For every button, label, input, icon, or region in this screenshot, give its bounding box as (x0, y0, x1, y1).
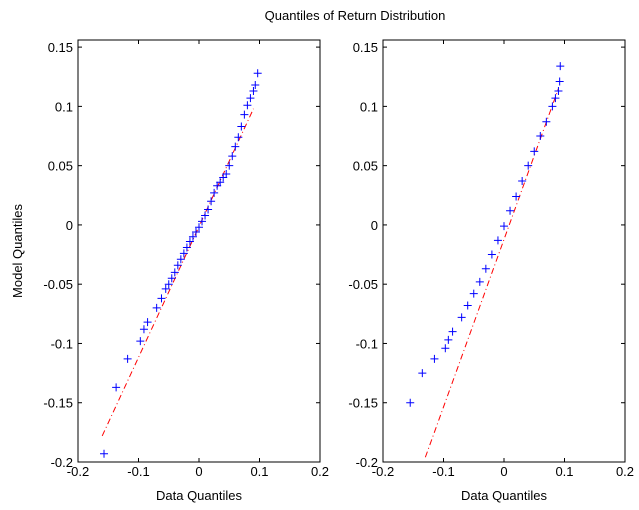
point (249, 86, 258, 95)
y-tick-label: -0.15 (43, 396, 73, 411)
figure-title: Quantiles of Return Distribution (265, 8, 446, 23)
y-tick-label: 0.1 (360, 99, 378, 114)
point (185, 237, 194, 246)
point (536, 132, 545, 141)
point (136, 337, 145, 346)
point (157, 294, 166, 303)
point (167, 274, 176, 283)
point (188, 232, 197, 241)
point (457, 313, 466, 322)
point (530, 147, 539, 156)
point (143, 318, 152, 327)
point (463, 301, 472, 310)
point (198, 217, 207, 226)
y-tick-label: 0.05 (353, 159, 378, 174)
x-axis-label: Data Quantiles (156, 488, 242, 503)
point (554, 86, 563, 95)
point (551, 94, 560, 103)
y-tick-label: -0.05 (43, 277, 73, 292)
point (170, 268, 179, 277)
point (493, 236, 502, 245)
x-tick-label: 0 (195, 464, 202, 479)
point (448, 327, 457, 336)
point (100, 449, 109, 458)
x-tick-label: -0.2 (67, 464, 89, 479)
point (524, 161, 533, 170)
point (487, 250, 496, 259)
point (237, 122, 246, 131)
reference-line (424, 88, 559, 458)
point (406, 398, 415, 407)
point (556, 62, 565, 71)
point (173, 261, 182, 270)
point (222, 169, 231, 178)
x-tick-label: 0.1 (250, 464, 268, 479)
y-tick-label: 0.15 (353, 40, 378, 55)
point (500, 222, 508, 231)
point (204, 205, 213, 214)
y-tick-label: 0 (371, 218, 378, 233)
x-tick-label: 0.2 (616, 464, 634, 479)
x-tick-label: -0.1 (432, 464, 454, 479)
point (246, 94, 255, 103)
point (234, 133, 243, 142)
x-tick-label: 0 (500, 464, 507, 479)
point (518, 177, 527, 186)
y-tick-label: -0.1 (51, 336, 73, 351)
y-tick-label: -0.1 (356, 336, 378, 351)
point (164, 280, 173, 289)
point (481, 264, 490, 273)
point (207, 197, 216, 206)
x-tick-label: -0.2 (372, 464, 394, 479)
point (506, 206, 515, 215)
point (548, 102, 557, 111)
point (251, 81, 260, 90)
y-tick-label: -0.2 (51, 455, 73, 470)
x-tick-label: 0.1 (555, 464, 573, 479)
y-tick-label: -0.15 (348, 396, 378, 411)
y-tick-label: -0.05 (348, 277, 378, 292)
point (210, 188, 219, 197)
point (179, 249, 188, 258)
point (152, 303, 161, 312)
y-tick-label: 0.1 (55, 99, 73, 114)
y-tick-label: 0 (66, 218, 73, 233)
x-tick-label: -0.1 (127, 464, 149, 479)
point (418, 369, 427, 378)
point (253, 69, 262, 78)
x-axis-label: Data Quantiles (461, 488, 547, 503)
x-tick-label: 0.2 (311, 464, 329, 479)
point (176, 255, 185, 264)
reference-line (101, 108, 254, 437)
y-tick-label: -0.2 (356, 455, 378, 470)
point (240, 110, 249, 119)
point (555, 77, 564, 86)
point (228, 152, 237, 161)
point (542, 117, 551, 126)
point (191, 228, 200, 237)
point (441, 344, 450, 353)
point (112, 383, 121, 392)
point (512, 192, 521, 201)
y-tick-label: 0.05 (48, 159, 73, 174)
point (195, 223, 203, 232)
point (444, 335, 453, 344)
point (201, 211, 210, 220)
y-tick-label: 0.15 (48, 40, 73, 55)
point (475, 277, 484, 286)
point (430, 354, 439, 363)
point (231, 142, 240, 151)
y-axis-label: Model Quantiles (10, 204, 25, 298)
point (123, 354, 132, 363)
point (243, 101, 252, 110)
point (216, 178, 225, 187)
point (161, 284, 170, 293)
point (182, 243, 191, 252)
point (469, 289, 478, 298)
point (225, 161, 234, 170)
point (139, 325, 148, 334)
